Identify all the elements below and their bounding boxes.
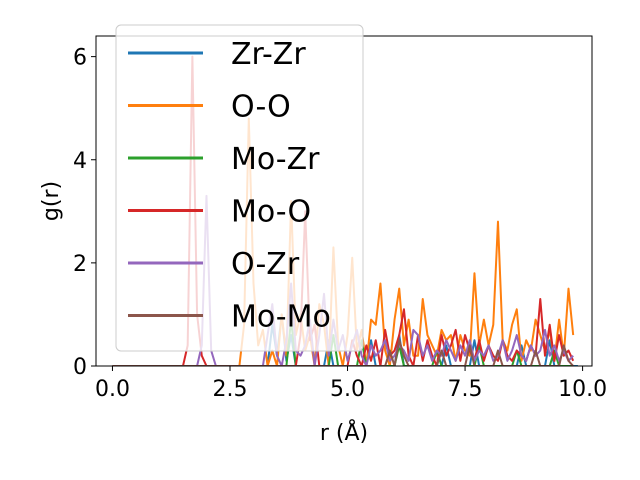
y-axis-title: g(r) bbox=[39, 181, 64, 221]
legend: Zr-Zr O-O Mo-Zr Mo-O O-Zr Mo-Mo bbox=[115, 24, 364, 352]
y-axis: 0 2 4 6 bbox=[73, 46, 96, 380]
y-tick-label: 2 bbox=[73, 252, 87, 277]
legend-label-4: O-Zr bbox=[231, 247, 300, 282]
y-tick-label: 4 bbox=[73, 149, 87, 174]
x-tick-label: 0.0 bbox=[95, 377, 130, 402]
legend-label-5: Mo-Mo bbox=[231, 300, 331, 335]
x-tick-label: 5.0 bbox=[330, 377, 365, 402]
y-tick-label: 0 bbox=[73, 355, 87, 380]
series-line-5 bbox=[112, 339, 574, 366]
x-axis-title: r (Å) bbox=[320, 419, 368, 446]
series-line-2 bbox=[112, 318, 574, 366]
x-tick-label: 2.5 bbox=[212, 377, 247, 402]
legend-label-1: O-O bbox=[231, 90, 291, 125]
legend-label-3: Mo-O bbox=[231, 195, 311, 230]
x-axis: 0.0 2.5 5.0 7.5 10.0 bbox=[95, 366, 607, 402]
x-tick-label: 7.5 bbox=[448, 377, 483, 402]
legend-label-2: Mo-Zr bbox=[231, 142, 320, 177]
legend-label-0: Zr-Zr bbox=[231, 37, 306, 72]
legend-items: Zr-Zr O-O Mo-Zr Mo-O O-Zr Mo-Mo bbox=[128, 37, 331, 335]
y-tick-label: 6 bbox=[73, 46, 87, 71]
x-tick-label: 10.0 bbox=[558, 377, 607, 402]
